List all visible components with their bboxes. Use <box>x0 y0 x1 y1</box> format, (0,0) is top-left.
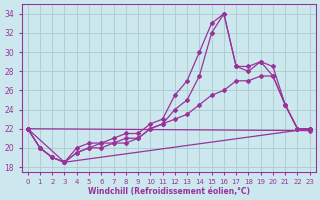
X-axis label: Windchill (Refroidissement éolien,°C): Windchill (Refroidissement éolien,°C) <box>88 187 250 196</box>
